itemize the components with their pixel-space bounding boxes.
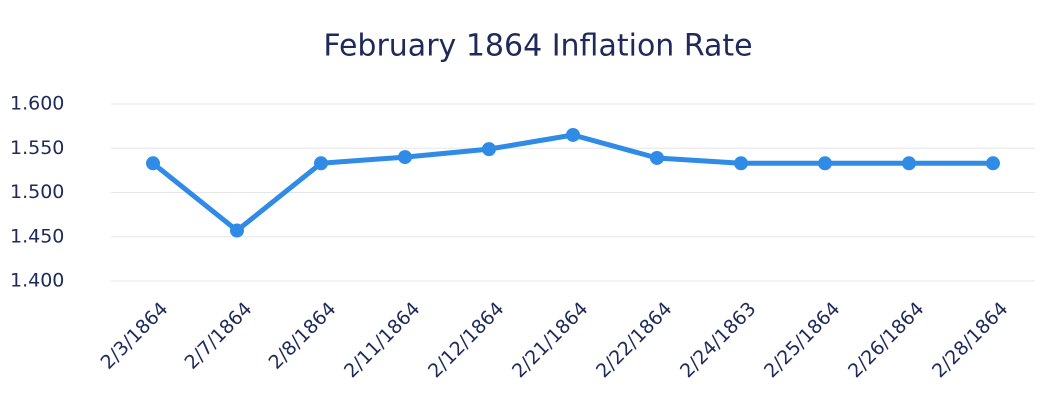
x-tick-label: 2/11/1864 bbox=[340, 298, 424, 382]
x-tick-label: 2/3/1864 bbox=[97, 298, 173, 374]
y-tick-label: 1.450 bbox=[10, 225, 64, 247]
y-tick-label: 1.600 bbox=[10, 93, 64, 115]
x-tick-label: 2/28/1864 bbox=[928, 298, 1012, 382]
data-point bbox=[398, 150, 412, 165]
x-tick-label: 2/22/1864 bbox=[592, 298, 676, 382]
y-tick-label: 1.400 bbox=[10, 270, 64, 292]
y-tick-label: 1.500 bbox=[10, 181, 64, 203]
x-tick-label: 2/12/1864 bbox=[424, 298, 508, 382]
y-tick-label: 1.550 bbox=[10, 137, 64, 159]
x-tick-label: 2/7/1864 bbox=[181, 298, 257, 374]
data-point bbox=[566, 127, 580, 142]
data-point bbox=[146, 156, 160, 171]
data-point bbox=[314, 156, 328, 171]
data-point bbox=[482, 142, 496, 157]
x-tick-label: 2/26/1864 bbox=[844, 298, 928, 382]
x-tick-label: 2/21/1864 bbox=[508, 298, 592, 382]
data-line bbox=[151, 132, 993, 234]
x-tick-label: 2/8/1864 bbox=[265, 298, 341, 374]
x-tick-label: 2/25/1864 bbox=[760, 298, 844, 382]
data-point bbox=[818, 156, 832, 171]
chart-title: February 1864 Inflation Rate bbox=[323, 29, 752, 64]
data-point bbox=[986, 156, 1000, 171]
data-point bbox=[650, 150, 664, 165]
x-tick-label: 2/24/1863 bbox=[676, 298, 760, 382]
data-point bbox=[902, 156, 916, 171]
data-point bbox=[230, 223, 244, 238]
data-point bbox=[734, 156, 748, 171]
